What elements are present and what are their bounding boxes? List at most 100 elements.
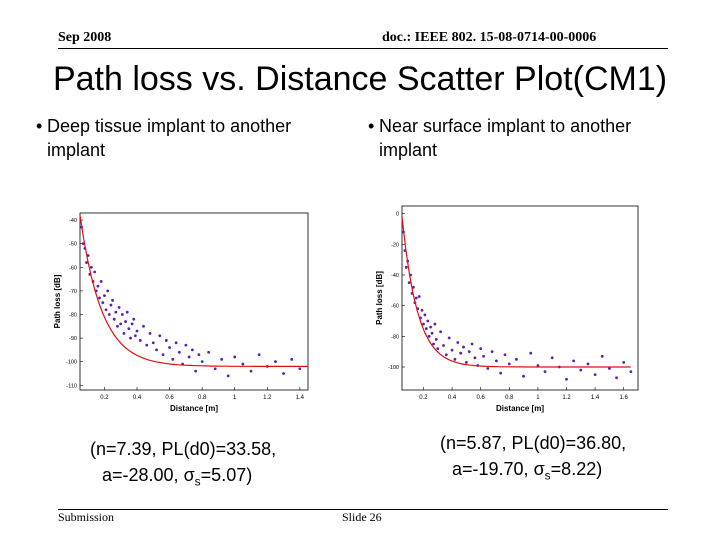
data-point (233, 355, 237, 359)
data-point (432, 342, 435, 346)
x-tick-label: 1.2 (562, 395, 571, 401)
data-point (543, 370, 547, 373)
data-point (207, 350, 211, 354)
y-tick-label: -40 (69, 218, 77, 224)
data-point (109, 303, 113, 307)
x-tick-label: 0.8 (505, 395, 514, 401)
data-point (90, 265, 93, 269)
y-tick-label: -80 (69, 312, 77, 318)
data-point (145, 343, 149, 347)
data-point (453, 357, 457, 361)
data-point (241, 362, 245, 366)
header-rule (58, 48, 668, 49)
data-point (93, 270, 97, 274)
x-tick-label: 1.4 (296, 395, 305, 401)
bullet-marker: • (36, 116, 43, 136)
data-point (122, 331, 126, 335)
data-point (607, 367, 611, 370)
bullet-marker: • (368, 116, 375, 136)
data-point (456, 341, 460, 344)
data-point (158, 334, 162, 338)
data-point (439, 330, 443, 334)
y-tick-label: -100 (388, 365, 399, 371)
data-point (550, 356, 554, 360)
data-point (482, 354, 485, 358)
data-point (579, 368, 583, 372)
x-tick-label: 0.8 (198, 395, 207, 401)
data-point (423, 313, 427, 317)
y-tick-label: -70 (69, 289, 77, 295)
bullet-near-surface: • Near surface implant to another implan… (368, 114, 678, 162)
data-point (130, 322, 134, 326)
data-point (434, 338, 438, 341)
data-point (600, 354, 604, 358)
x-tick-label: 0.4 (133, 395, 142, 401)
x-tick-label: 1 (233, 395, 237, 401)
data-point (495, 359, 498, 363)
data-point (194, 369, 198, 373)
x-tick-label: 1.2 (263, 395, 272, 401)
x-tick-label: 0.6 (165, 395, 174, 401)
data-point (417, 295, 421, 298)
data-point (257, 353, 261, 356)
data-point (522, 374, 525, 378)
y-tick-label: -20 (391, 242, 399, 248)
x-tick-label: 0.6 (476, 395, 485, 401)
caption-line-1: (n=5.87, PL(d0)=36.80, (440, 433, 627, 453)
data-point (422, 322, 425, 326)
data-point (429, 325, 433, 329)
data-point (129, 336, 132, 340)
data-point (101, 301, 105, 305)
data-point (120, 313, 124, 316)
header-date: Sep 2008 (58, 30, 112, 45)
data-point (515, 357, 518, 361)
data-point (114, 310, 118, 314)
data-point (164, 339, 168, 342)
data-point (529, 351, 533, 355)
y-tick-label: 0 (396, 212, 399, 218)
data-point (142, 324, 145, 328)
data-point (161, 353, 165, 356)
caption-line-1: (n=7.39, PL(d0)=33.58, (90, 439, 277, 459)
data-point (629, 370, 633, 373)
data-point (426, 319, 430, 323)
data-point (536, 364, 540, 367)
data-point (473, 356, 477, 360)
data-point (148, 331, 152, 335)
data-point (572, 359, 576, 363)
data-point (467, 350, 471, 354)
data-point (444, 353, 448, 357)
data-point (479, 347, 483, 350)
x-tick-label: 1.6 (620, 395, 629, 401)
y-tick-label: -90 (69, 336, 77, 342)
data-point (197, 353, 201, 356)
footer-rule (58, 509, 668, 510)
data-point (412, 285, 415, 289)
data-point (133, 334, 137, 338)
x-tick-label: 0.2 (419, 395, 428, 401)
footer-submission: Submission (58, 510, 115, 524)
data-point (503, 353, 507, 357)
data-point (615, 376, 618, 380)
data-point (226, 374, 230, 378)
y-tick-label: -60 (391, 304, 399, 310)
data-point (464, 361, 468, 364)
x-tick-label: 1 (536, 395, 540, 401)
data-point (168, 346, 171, 349)
data-point (117, 306, 121, 309)
data-point (274, 360, 277, 364)
data-point (85, 261, 88, 264)
data-point (470, 342, 474, 346)
scatter-plot-near-surface: 0.2 0.4 0.6 0.8 1 1.2 1.4 1.6 0 -20 -40 -60 -80 -100 D… (376, 205, 639, 413)
x-axis-label: Distance [m] (496, 404, 544, 413)
data-point (177, 350, 181, 354)
data-point (430, 331, 434, 335)
data-point (116, 324, 119, 328)
data-point (155, 348, 158, 352)
data-point (427, 334, 431, 338)
data-point (459, 351, 463, 355)
footer-slide-number: Slide 26 (342, 510, 382, 524)
plot-frame (401, 205, 639, 391)
x-axis-label: Distance [m] (170, 404, 218, 413)
data-point (151, 341, 155, 345)
